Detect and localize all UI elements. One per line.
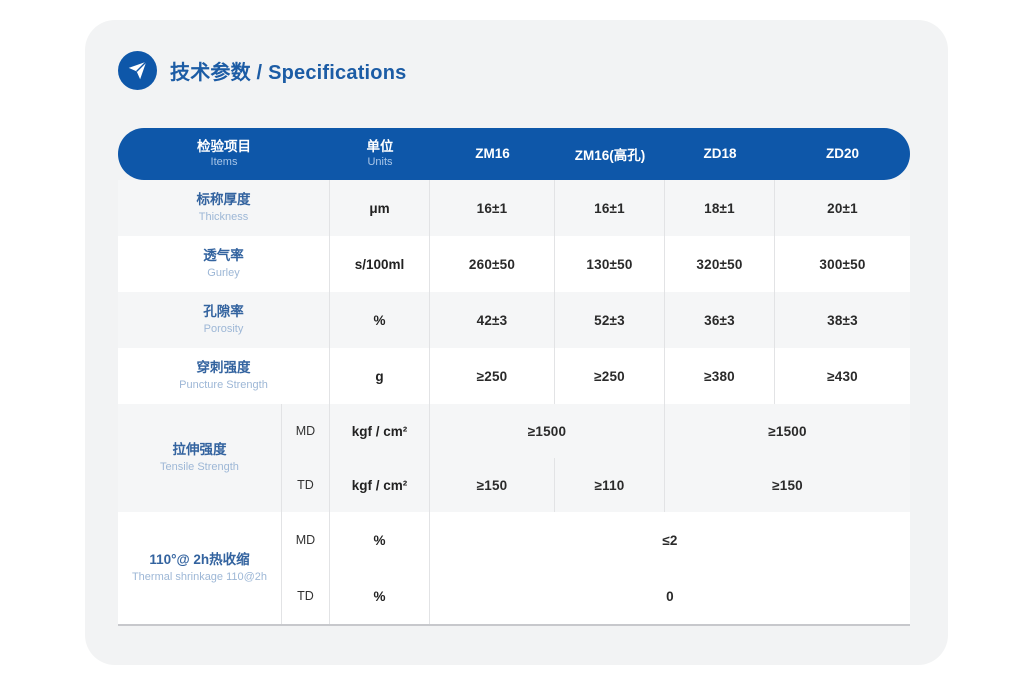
item-label-cn: 拉伸强度 [172,442,227,458]
item-label-cell: 110°@ 2h热收缩 Thermal shrinkage 110@2h [118,512,282,624]
value-cell: 320±50 [665,236,775,292]
units-header-en: Units [367,155,393,168]
item-label-en: Gurley [207,267,240,280]
product-name: ZD18 [703,146,737,161]
row-gurley: 透气率 Gurley s/100ml 260±50 130±50 320±50 … [118,236,910,292]
unit-cell: μm [330,180,430,236]
specifications-card: 技术参数 / Specifications 检验项目 Items 单位 Unit… [85,20,948,665]
items-header-cn: 检验项目 [197,139,251,155]
direction-cell: MD [282,512,330,568]
item-label-cell: 拉伸强度 Tensile Strength [118,404,282,512]
table-header-row: 检验项目 Items 单位 Units ZM16 ZM16(高孔) ZD18 Z [118,128,910,180]
value-cell: ≥1500 [430,404,665,458]
row-puncture: 穿刺强度 Puncture Strength g ≥250 ≥250 ≥380 … [118,348,910,404]
item-label-en: Puncture Strength [179,379,268,392]
product-name: ZD20 [825,146,859,161]
value-cell: 20±1 [775,180,910,236]
column-header-zm16-gaokong: ZM16(高孔) [555,128,665,180]
value-cell: 38±3 [775,292,910,348]
value-cell: ≥250 [430,348,555,404]
direction-cell: TD [282,568,330,624]
direction-cell: MD [282,404,330,458]
column-header-zd20: ZD20 [775,128,910,180]
item-label-en: Porosity [203,323,244,336]
item-label-cn: 孔隙率 [203,304,244,320]
unit-cell: g [330,348,430,404]
value-cell: ≥150 [665,458,910,512]
section-title: 技术参数 / Specifications [170,62,407,84]
value-cell: 16±1 [430,180,555,236]
row-shrinkage-md: 110°@ 2h热收缩 Thermal shrinkage 110@2h MD … [118,512,910,624]
section-header: 技术参数 / Specifications [118,51,406,90]
item-label-en: Thermal shrinkage 110@2h [131,571,268,584]
product-name: ZM16(高孔) [574,147,646,163]
row-shrinkage-td: TD % 0 [118,568,910,624]
value-cell: 260±50 [430,236,555,292]
value-cell: ≥1500 [665,404,910,458]
unit-cell: % [330,512,430,568]
item-label-cell: 标称厚度 Thickness [118,180,330,236]
value-cell: 130±50 [555,236,665,292]
value-cell: 16±1 [555,180,665,236]
value-cell: 42±3 [430,292,555,348]
item-label-en: Tensile Strength [160,461,239,474]
value-cell: 52±3 [555,292,665,348]
value-cell: ≥250 [555,348,665,404]
row-thickness: 标称厚度 Thickness μm 16±1 16±1 18±1 20±1 [118,180,910,236]
unit-cell: kgf / cm² [330,458,430,512]
units-header-cn: 单位 [366,139,394,155]
value-cell: ≥380 [665,348,775,404]
item-label-cell: 穿刺强度 Puncture Strength [118,348,330,404]
value-cell: 36±3 [665,292,775,348]
item-label-cn: 110°@ 2h热收缩 [149,552,250,568]
value-cell: ≥110 [555,458,665,512]
specifications-table: 检验项目 Items 单位 Units ZM16 ZM16(高孔) ZD18 Z [118,128,910,626]
row-tensile-td: TD kgf / cm² ≥150 ≥110 ≥150 [118,458,910,512]
value-cell: ≤2 [430,512,910,568]
item-label-cn: 穿刺强度 [196,360,251,376]
item-label-cn: 透气率 [203,248,244,264]
item-label-cell: 孔隙率 Porosity [118,292,330,348]
row-tensile-md: 拉伸强度 Tensile Strength MD kgf / cm² ≥1500… [118,404,910,512]
column-header-zd18: ZD18 [665,128,775,180]
row-porosity: 孔隙率 Porosity % 42±3 52±3 36±3 38±3 [118,292,910,348]
item-label-en: Thickness [198,211,249,224]
product-name: ZM16 [475,146,510,161]
unit-cell: % [330,568,430,624]
item-label-cell: 透气率 Gurley [118,236,330,292]
direction-cell: TD [282,458,330,512]
value-cell: 18±1 [665,180,775,236]
items-header-en: Items [210,155,238,168]
item-label-cn: 标称厚度 [196,192,251,208]
value-cell: ≥430 [775,348,910,404]
unit-cell: % [330,292,430,348]
value-cell: 300±50 [775,236,910,292]
unit-cell: s/100ml [330,236,430,292]
unit-cell: kgf / cm² [330,404,430,458]
column-header-items: 检验项目 Items [118,128,330,180]
paper-plane-icon [118,51,157,90]
column-header-units: 单位 Units [330,128,430,180]
value-cell: ≥150 [430,458,555,512]
column-header-zm16: ZM16 [430,128,555,180]
value-cell: 0 [430,568,910,624]
